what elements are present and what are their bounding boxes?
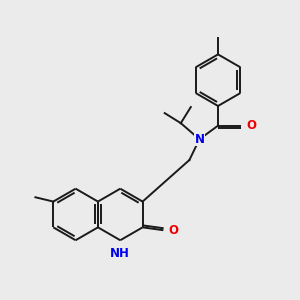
Text: O: O — [246, 119, 256, 132]
Text: O: O — [168, 224, 178, 237]
Text: NH: NH — [110, 247, 130, 260]
Text: N: N — [194, 133, 204, 146]
